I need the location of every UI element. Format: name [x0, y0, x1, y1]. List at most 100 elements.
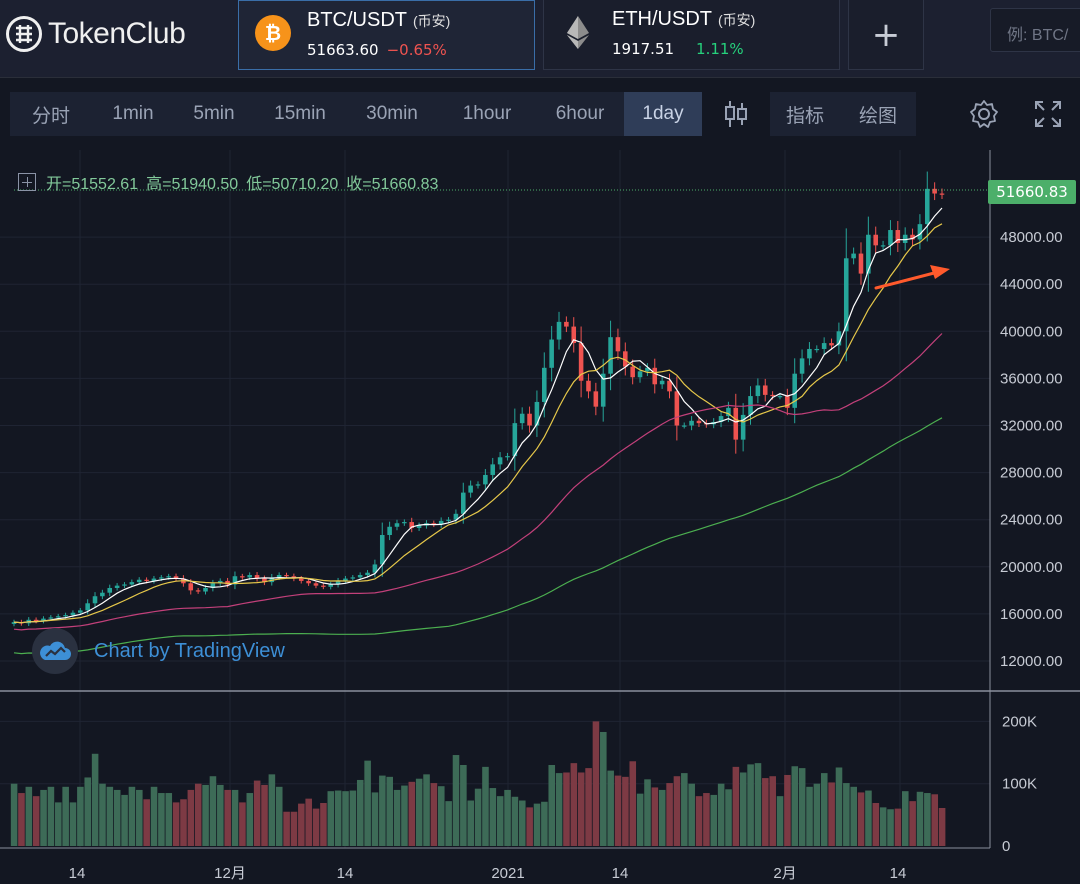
candle-body[interactable]: [298, 578, 304, 581]
candle-body[interactable]: [762, 385, 768, 395]
candle-body[interactable]: [321, 585, 326, 587]
timeframe-1min[interactable]: 1min: [92, 92, 174, 136]
candle-body[interactable]: [586, 380, 591, 392]
candle-body[interactable]: [416, 525, 422, 528]
candle-body[interactable]: [350, 577, 356, 579]
candle-body[interactable]: [490, 464, 496, 475]
candle-body[interactable]: [578, 343, 584, 381]
candle-body[interactable]: [195, 590, 201, 592]
candle-body[interactable]: [689, 420, 694, 426]
candle-body[interactable]: [100, 592, 105, 597]
candle-body[interactable]: [460, 492, 466, 514]
candle-body[interactable]: [497, 457, 503, 465]
candle-body[interactable]: [136, 579, 142, 583]
candle-body[interactable]: [785, 396, 790, 408]
candle-body[interactable]: [343, 578, 348, 581]
candle-body[interactable]: [210, 583, 216, 588]
candle-body[interactable]: [114, 585, 120, 588]
candle-body[interactable]: [247, 575, 252, 578]
candle-body[interactable]: [932, 188, 937, 194]
candle-body[interactable]: [608, 337, 613, 374]
fullscreen-icon[interactable]: [1026, 92, 1070, 136]
candle-body[interactable]: [48, 617, 54, 619]
candle-body[interactable]: [637, 371, 643, 378]
candle-body[interactable]: [402, 522, 407, 524]
chart-canvas[interactable]: 48000.00 44000.00 40000.00 36000.00 32000.00…: [0, 150, 1080, 884]
candle-body[interactable]: [888, 230, 893, 246]
candle-body[interactable]: [173, 576, 179, 579]
candle-body[interactable]: [217, 580, 223, 584]
candle-body[interactable]: [910, 234, 915, 240]
candle-body[interactable]: [895, 230, 901, 243]
candle-body[interactable]: [313, 583, 319, 586]
candle-body[interactable]: [107, 587, 113, 593]
candle-body[interactable]: [726, 407, 731, 417]
candle-body[interactable]: [365, 572, 370, 576]
candle-body[interactable]: [394, 523, 400, 527]
collapse-legend-icon[interactable]: [18, 173, 36, 191]
candle-body[interactable]: [630, 366, 635, 378]
candle-body[interactable]: [674, 391, 680, 426]
candle-body[interactable]: [475, 484, 481, 486]
candle-body[interactable]: [78, 610, 83, 613]
candle-body[interactable]: [33, 619, 39, 621]
pair-tab-eth[interactable]: ETH/USDT (币安) 1917.51 1.11%: [543, 0, 840, 70]
candle-body[interactable]: [505, 456, 510, 458]
candle-body[interactable]: [55, 616, 61, 618]
candle-body[interactable]: [276, 575, 282, 578]
candle-body[interactable]: [519, 413, 525, 424]
candle-body[interactable]: [151, 578, 157, 581]
candle-body[interactable]: [880, 245, 886, 247]
candle-body[interactable]: [799, 358, 805, 374]
candle-body[interactable]: [755, 385, 761, 397]
candle-body[interactable]: [92, 596, 98, 604]
candle-body[interactable]: [615, 337, 621, 352]
candle-body[interactable]: [41, 618, 46, 621]
candle-body[interactable]: [740, 414, 746, 440]
candle-body[interactable]: [652, 367, 658, 385]
indicators-button[interactable]: 指标: [770, 92, 840, 136]
candle-body[interactable]: [483, 474, 488, 485]
candle-body[interactable]: [829, 343, 834, 346]
candle-body[interactable]: [564, 321, 569, 327]
candle-body[interactable]: [681, 425, 687, 427]
candle-body[interactable]: [792, 373, 797, 408]
candle-type-icon[interactable]: [710, 92, 762, 136]
candle-body[interactable]: [453, 513, 459, 520]
candle-body[interactable]: [733, 407, 739, 440]
candle-body[interactable]: [645, 367, 650, 372]
candle-body[interactable]: [129, 582, 135, 585]
candle-body[interactable]: [63, 615, 68, 617]
candle-body[interactable]: [409, 522, 414, 528]
candle-body[interactable]: [335, 580, 341, 585]
timeframe-1day[interactable]: 1day: [624, 92, 702, 136]
candle-body[interactable]: [777, 396, 783, 398]
candle-body[interactable]: [851, 253, 856, 259]
tradingview-watermark[interactable]: Chart by TradingView: [32, 628, 285, 674]
candle-body[interactable]: [843, 258, 849, 332]
candle-body[interactable]: [232, 576, 238, 585]
candle-body[interactable]: [446, 519, 451, 521]
candle-body[interactable]: [166, 576, 171, 578]
candle-body[interactable]: [70, 612, 76, 616]
timeframe-1hour[interactable]: 1hour: [438, 92, 536, 136]
candle-body[interactable]: [284, 575, 289, 577]
candle-body[interactable]: [527, 413, 532, 426]
timeframe-30min[interactable]: 30min: [346, 92, 438, 136]
candle-body[interactable]: [379, 535, 385, 565]
candle-body[interactable]: [556, 321, 562, 340]
candle-body[interactable]: [858, 253, 864, 274]
candle-body[interactable]: [159, 577, 164, 579]
candle-body[interactable]: [718, 416, 724, 422]
candle-body[interactable]: [939, 193, 945, 195]
candle-body[interactable]: [372, 564, 378, 573]
candle-body[interactable]: [512, 423, 518, 457]
pair-tab-btc[interactable]: ₿ BTC/USDT (币安) 51663.60 −0.65%: [238, 0, 535, 70]
candle-body[interactable]: [667, 380, 672, 392]
candle-body[interactable]: [262, 578, 267, 583]
candle-body[interactable]: [431, 523, 437, 525]
candle-body[interactable]: [240, 576, 245, 578]
candle-body[interactable]: [122, 584, 127, 586]
candle-body[interactable]: [549, 339, 554, 368]
candle-body[interactable]: [387, 526, 392, 536]
